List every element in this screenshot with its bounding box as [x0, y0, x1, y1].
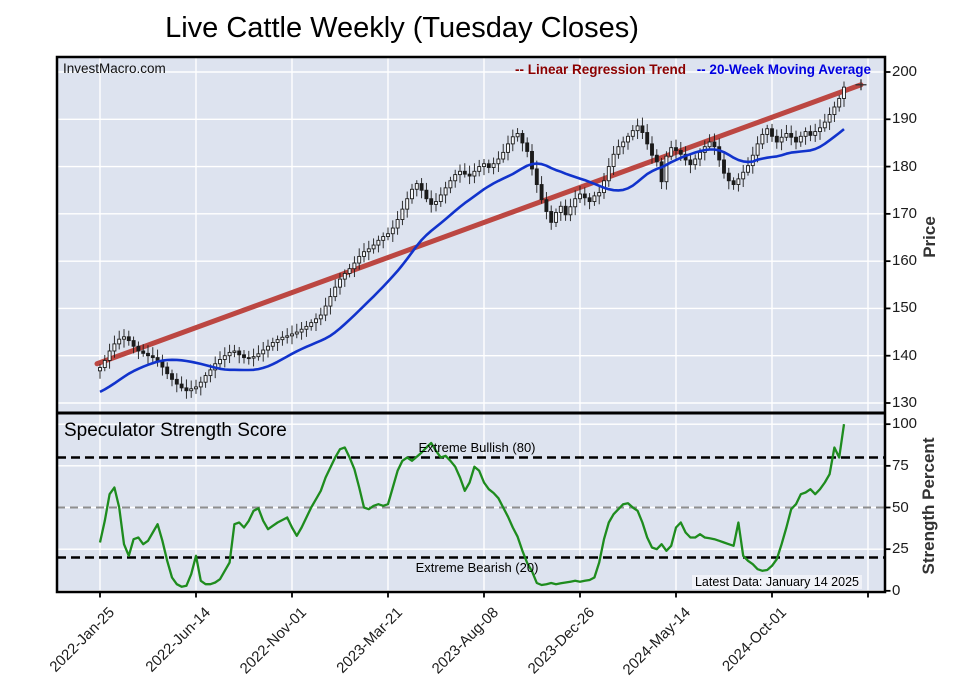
strength-tick-label: 75 [892, 456, 909, 474]
strength-axis-label: Strength Percent [919, 437, 938, 575]
price-panel-bg [57, 57, 885, 413]
figure-border [55, 55, 887, 594]
strength-tick-label: 50 [892, 498, 909, 516]
extreme-bullish-label: Extreme Bullish (80) [418, 440, 536, 455]
strength-panel-title: Speculator Strength Score [64, 420, 287, 441]
strength-tick-label: 100 [892, 415, 918, 433]
price-tick-label: 190 [892, 110, 918, 128]
price-tick-label: 180 [892, 157, 918, 175]
price-tick-label: 130 [892, 394, 918, 411]
strength-score-line [98, 424, 846, 588]
latest-data-label: Latest Data: January 14 2025 [691, 575, 862, 589]
candles-group [98, 81, 846, 399]
price-tick-label: 140 [892, 346, 918, 364]
price-tick-label: 160 [892, 252, 918, 270]
price-tick-label: 200 [892, 63, 918, 80]
chart-title: Live Cattle Weekly (Tuesday Closes) [165, 12, 639, 44]
legend-trend-item: -- Linear Regression Trend [514, 62, 686, 77]
strength-tick-label: 0 [892, 581, 901, 599]
price-tick-label: 170 [892, 204, 918, 222]
watermark: InvestMacro.com [63, 61, 166, 76]
regression-trend-line [94, 82, 864, 367]
price-tick-label: 150 [892, 299, 918, 317]
legend-ma-item: -- 20-Week Moving Average [696, 62, 871, 77]
moving-average-line [99, 128, 845, 394]
extreme-bearish-label: Extreme Bearish (20) [415, 560, 539, 575]
strength-tick-label: 25 [892, 540, 909, 558]
price-axis-label: Price [920, 216, 939, 258]
